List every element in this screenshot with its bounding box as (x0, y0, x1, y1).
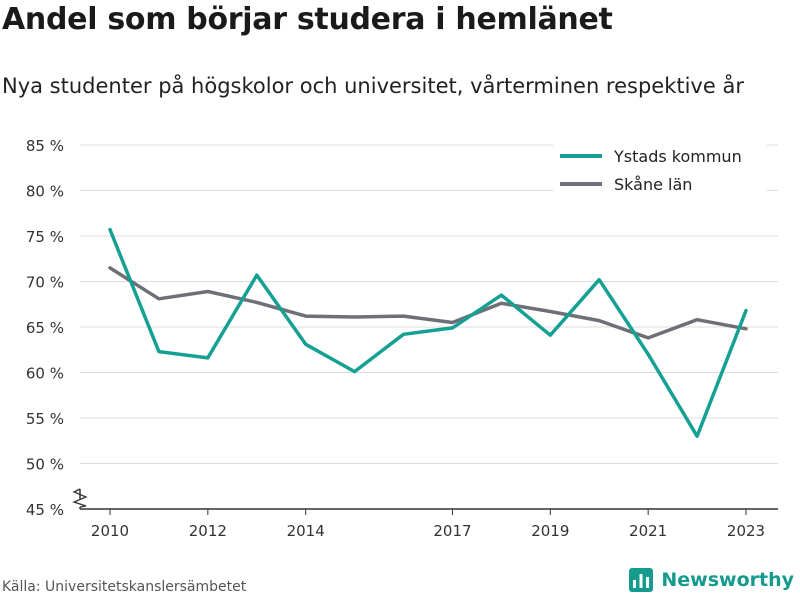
y-tick-label: 45 % (26, 501, 64, 519)
y-tick-label: 50 % (26, 456, 64, 474)
brand-name: Newsworthy (661, 569, 794, 591)
chart-subtitle: Nya studenter på högskolor och universit… (2, 74, 744, 98)
legend-box (553, 140, 767, 196)
legend: Ystads kommun Skåne län (553, 140, 767, 196)
series-line (108, 227, 748, 438)
newsworthy-logo-icon (629, 568, 654, 592)
y-tick-label: 70 % (26, 274, 64, 292)
x-tick-label: 2019 (531, 522, 569, 540)
y-tick-label: 65 % (26, 319, 64, 337)
series-lines (108, 227, 748, 438)
series-line (108, 266, 748, 340)
axis-break-icon (72, 488, 88, 508)
y-tick-label: 80 % (26, 183, 64, 201)
legend-label: Skåne län (614, 175, 692, 194)
axes: 45 % 50 % 55 % 60 % 65 % 70 % 75 % 80 % 85 % 2010… (26, 137, 778, 540)
x-tick-label: 2017 (433, 522, 471, 540)
x-tick-label: 2014 (287, 522, 325, 540)
chart-title: Andel som börjar studera i hemlänet (2, 2, 613, 37)
x-tick-label: 2021 (629, 522, 667, 540)
y-tick-label: 85 % (26, 137, 64, 155)
source-note: Källa: Universitetskanslersämbetet (2, 579, 247, 595)
legend-label: Ystads kommun (613, 147, 742, 166)
x-tick-label: 2023 (727, 522, 765, 540)
x-tick-label: 2010 (91, 522, 129, 540)
y-tick-label: 60 % (26, 365, 64, 383)
y-tick-label: 55 % (26, 410, 64, 428)
y-tick-label: 75 % (26, 228, 64, 246)
brand-logo: Newsworthy (629, 568, 794, 592)
x-tick-label: 2012 (189, 522, 227, 540)
line-chart: 45 % 50 % 55 % 60 % 65 % 70 % 75 % 80 % 85 % 2010… (26, 137, 778, 540)
